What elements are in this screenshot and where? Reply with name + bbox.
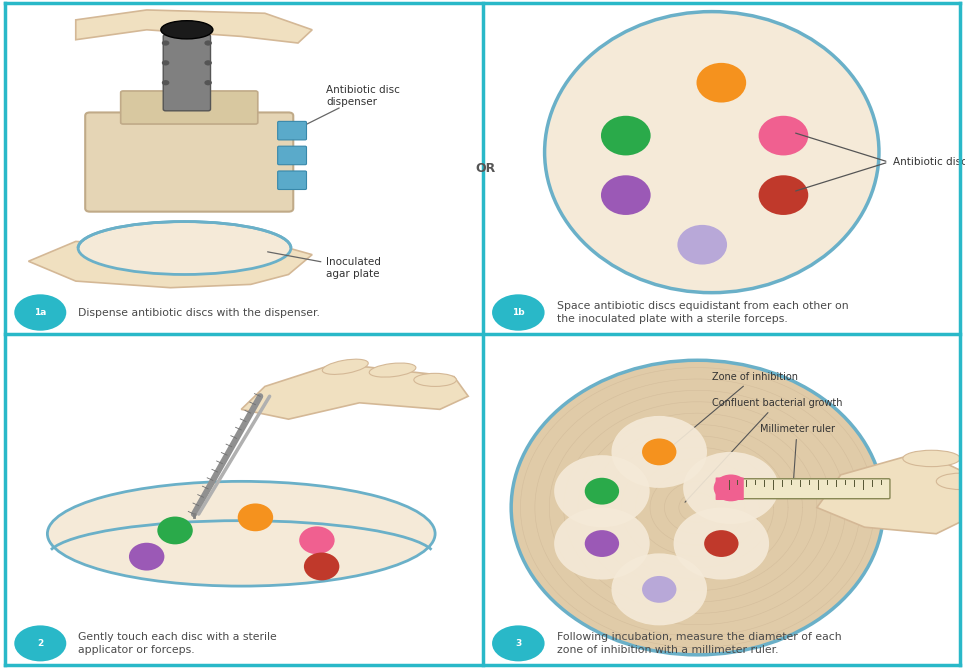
Ellipse shape [554,508,649,580]
FancyBboxPatch shape [278,171,307,190]
Polygon shape [76,10,313,43]
Circle shape [162,60,170,65]
Ellipse shape [642,576,676,603]
Circle shape [492,295,544,331]
Text: 1a: 1a [34,308,46,317]
Ellipse shape [304,552,340,580]
Ellipse shape [47,482,435,586]
Polygon shape [816,452,965,534]
Text: 2: 2 [38,639,43,648]
Circle shape [205,80,212,86]
Circle shape [14,625,67,661]
Ellipse shape [601,175,650,215]
Ellipse shape [129,542,164,570]
Ellipse shape [554,455,649,527]
Text: Antibiotic discs: Antibiotic discs [894,157,965,167]
Circle shape [205,60,212,65]
Circle shape [14,295,67,331]
Ellipse shape [157,516,193,544]
FancyBboxPatch shape [278,146,307,165]
Text: Gently touch each disc with a sterile
applicator or forceps.: Gently touch each disc with a sterile ap… [78,632,277,655]
Ellipse shape [585,478,620,504]
Ellipse shape [511,360,884,655]
Ellipse shape [677,225,727,265]
Ellipse shape [683,452,779,524]
FancyBboxPatch shape [716,478,744,500]
FancyBboxPatch shape [85,112,293,212]
Ellipse shape [78,222,290,275]
Text: 1b: 1b [512,308,525,317]
Polygon shape [241,363,468,420]
Text: Inoculated
agar plate: Inoculated agar plate [267,252,381,279]
Ellipse shape [322,359,369,374]
FancyBboxPatch shape [720,479,890,499]
Ellipse shape [714,474,748,501]
Ellipse shape [758,175,809,215]
Text: Space antibiotic discs equidistant from each other on
the inoculated plate with : Space antibiotic discs equidistant from … [557,301,848,324]
Text: OR: OR [476,162,495,175]
Circle shape [492,625,544,661]
Text: Zone of inhibition: Zone of inhibition [651,371,798,463]
Circle shape [162,40,170,45]
Ellipse shape [674,508,769,580]
Ellipse shape [936,473,965,490]
Ellipse shape [642,438,676,466]
Ellipse shape [299,526,335,554]
Text: Following incubation, measure the diameter of each
zone of inhibition with a mil: Following incubation, measure the diamet… [557,632,841,655]
Circle shape [162,80,170,86]
Ellipse shape [758,116,809,156]
Text: Antibiotic disc
dispenser: Antibiotic disc dispenser [253,85,400,151]
Ellipse shape [704,530,738,557]
Ellipse shape [585,530,620,557]
Ellipse shape [612,553,707,625]
Text: Millimeter ruler: Millimeter ruler [759,424,835,485]
Ellipse shape [370,363,416,377]
Text: Confluent bacterial growth: Confluent bacterial growth [685,398,842,502]
Ellipse shape [414,373,456,386]
FancyBboxPatch shape [278,122,307,140]
Ellipse shape [237,504,273,531]
Ellipse shape [697,63,746,102]
FancyBboxPatch shape [121,91,258,124]
Ellipse shape [612,416,707,488]
Ellipse shape [161,21,213,39]
FancyBboxPatch shape [163,35,210,111]
Ellipse shape [903,450,960,467]
Text: 3: 3 [515,639,521,648]
Text: Dispense antibiotic discs with the dispenser.: Dispense antibiotic discs with the dispe… [78,307,320,317]
Polygon shape [29,241,313,288]
Ellipse shape [601,116,650,156]
Circle shape [205,40,212,45]
Ellipse shape [544,11,879,293]
